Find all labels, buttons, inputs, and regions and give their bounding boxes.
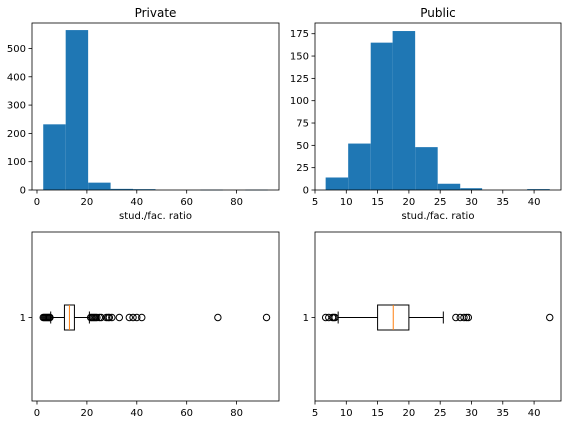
x-tick-label: 5	[312, 408, 318, 419]
y-tick-label: 100	[290, 96, 309, 107]
histogram-bar	[348, 144, 371, 190]
y-tick-label: 400	[7, 72, 26, 83]
y-tick-label: 50	[296, 141, 309, 152]
x-tick-label: 20	[403, 408, 416, 419]
y-tick-label: 1	[20, 313, 26, 324]
x-tick-label: 80	[230, 197, 243, 208]
x-axis-label: stud./fac. ratio	[402, 211, 475, 222]
y-tick-label: 0	[20, 186, 26, 197]
x-tick-label: 30	[465, 197, 478, 208]
x-tick-label: 35	[496, 197, 509, 208]
histogram-bar	[415, 147, 438, 190]
x-tick-label: 0	[34, 408, 40, 419]
y-tick-label: 300	[7, 101, 26, 112]
outlier-point	[126, 314, 132, 320]
histogram-bar	[66, 30, 88, 190]
chart-title: Public	[420, 6, 456, 20]
x-tick-label: 10	[340, 408, 353, 419]
histogram-bar	[393, 31, 416, 190]
boxplot-private: 1 0 20 40 60 80	[20, 232, 279, 419]
y-tick-label: 125	[290, 74, 309, 85]
y-tick-label: 200	[7, 129, 26, 140]
outlier-point	[547, 314, 553, 320]
axes-frame	[315, 232, 561, 401]
x-axis-label: stud./fac. ratio	[119, 211, 192, 222]
outlier-point	[215, 314, 221, 320]
histogram-bar	[371, 43, 393, 190]
x-tick-label: 35	[496, 408, 509, 419]
histogram-bar	[43, 124, 65, 190]
x-tick-label: 40	[528, 408, 541, 419]
x-tick-label: 10	[340, 197, 353, 208]
x-tick-label: 40	[130, 408, 143, 419]
histogram-bar	[326, 177, 349, 190]
histogram-bar	[88, 183, 110, 190]
histogram-public: 0 25 50 75 100 125 150 175 Public stud./fac. rati…	[290, 6, 561, 222]
y-tick-label: 150	[290, 52, 309, 63]
x-tick-label: 25	[434, 197, 447, 208]
histogram-bar	[438, 184, 461, 190]
boxplot-public: 15 10 15 20 25 30 35 40	[303, 232, 561, 419]
x-tick-label: 0	[34, 197, 40, 208]
y-tick-label: 25	[296, 163, 309, 174]
y-tick-label: 1	[303, 313, 309, 324]
x-tick-label: 15	[371, 197, 384, 208]
x-tick-label: 60	[180, 408, 193, 419]
y-tick-label: 75	[296, 119, 309, 130]
outlier-point	[130, 314, 136, 320]
y-tick-label: 175	[290, 29, 309, 40]
x-tick-label: 20	[403, 197, 416, 208]
x-tick-label: 40	[130, 197, 143, 208]
chart-title: Private	[135, 6, 177, 20]
x-tick-label: 15	[371, 408, 384, 419]
y-tick-label: 0	[303, 186, 309, 197]
outlier-point	[116, 314, 122, 320]
x-tick-label: 20	[81, 197, 94, 208]
x-tick-label: 30	[465, 408, 478, 419]
x-tick-label: 80	[230, 408, 243, 419]
x-tick-label: 25	[434, 408, 447, 419]
x-tick-label: 40	[528, 197, 541, 208]
x-tick-label: 5	[312, 197, 318, 208]
y-tick-label: 500	[7, 44, 26, 55]
outlier-point	[263, 314, 269, 320]
histogram-private: 0 100 200 300 400 500 Private stud./fac. ratio 0…	[7, 6, 279, 222]
x-tick-label: 60	[180, 197, 193, 208]
y-tick-label: 100	[7, 157, 26, 168]
x-tick-label: 20	[81, 408, 94, 419]
